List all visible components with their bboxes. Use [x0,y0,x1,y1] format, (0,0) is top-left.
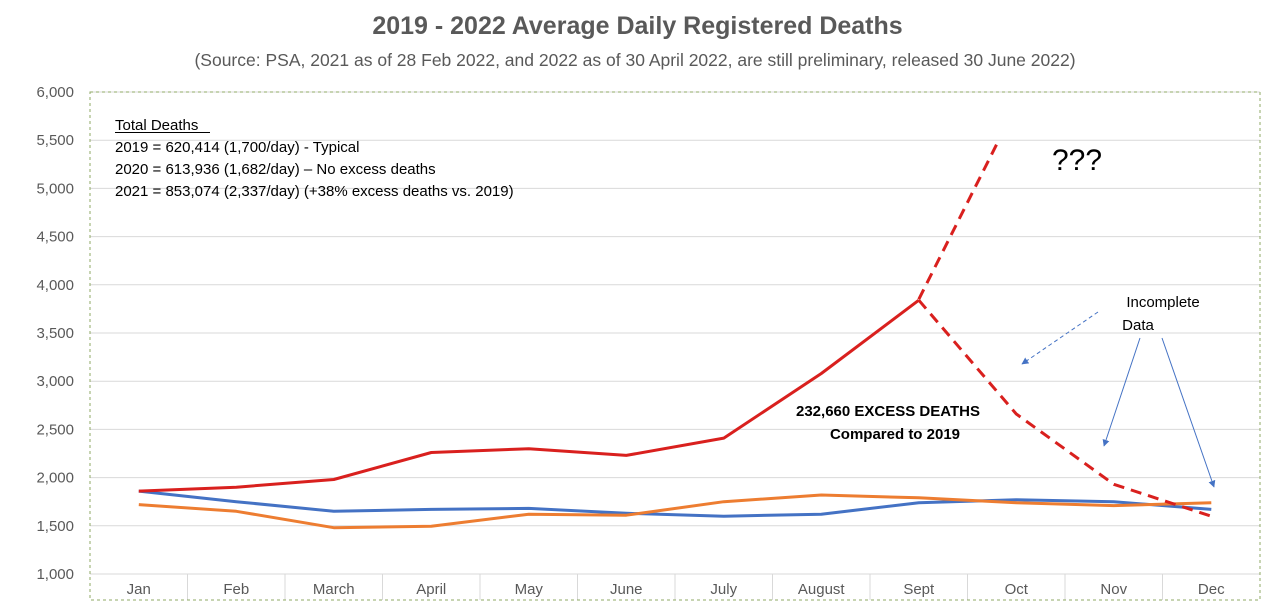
excess-deaths-sublabel: Compared to 2019 [830,426,960,443]
question-marks: ??? [1052,144,1102,177]
y-tick-label: 4,000 [36,277,74,294]
series-line-3 [138,299,920,493]
excess-deaths-label: 232,660 EXCESS DEATHS [796,403,980,420]
chart-title: 2019 - 2022 Average Daily Registered Dea… [372,12,903,40]
y-tick-label: 5,500 [36,132,74,149]
x-tick-label: Jan [127,581,151,598]
y-tick-label: 5,000 [36,180,74,197]
x-tick-label: August [798,581,846,598]
series-line-5 [917,143,999,300]
x-tick-label: Nov [1100,581,1127,598]
y-axis-ticks: 1,000 1,500 2,000 2,500 3,000 3,500 4,000 4,500… [36,84,74,583]
series-lines [138,143,1212,530]
incomplete-data-label: Incomplete [1126,294,1199,311]
chart-subtitle: (Source: PSA, 2021 as of 28 Feb 2022, an… [194,50,1076,70]
y-tick-label: 2,500 [36,421,74,438]
totals-line-2019: 2019 = 620,414 (1,700/day) - Typical [115,139,359,156]
y-tick-label: 3,500 [36,325,74,342]
plot-area-border [89,91,1261,601]
x-tick-label: Dec [1198,581,1225,598]
totals-line-2021: 2021 = 853,074 (2,337/day) (+38% excess … [115,183,514,200]
totals-heading: Total Deaths [115,117,198,134]
y-tick-label: 1,000 [36,566,74,583]
x-tick-label: July [710,581,737,598]
incomplete-arrow-nov [1102,337,1141,447]
series-line-4 [917,299,1212,518]
incomplete-data-sublabel: Data [1122,317,1154,334]
x-tick-label: June [610,581,643,598]
gridlines [89,91,1261,601]
x-tick-label: April [416,581,446,598]
y-tick-label: 6,000 [36,84,74,101]
y-tick-label: 1,500 [36,518,74,535]
x-tick-label: May [515,581,544,598]
annotations: Total Deaths 2019 = 620,414 (1,700/day) … [115,117,1200,443]
series-line-1 [138,489,1212,518]
x-axis-ticks: Jan Feb March April May June July August Sept Oct… [127,581,1225,598]
x-tick-label: Sept [903,581,935,598]
x-tick-label: March [313,581,355,598]
totals-line-2020: 2020 = 613,936 (1,682/day) – No excess d… [115,161,436,178]
y-tick-label: 3,000 [36,373,74,390]
y-tick-label: 2,000 [36,470,74,487]
annotation-arrows [1021,311,1216,488]
series-line-2 [138,493,1212,530]
incomplete-arrow-dec [1161,337,1216,488]
x-tick-label: Feb [223,581,249,598]
incomplete-arrow-dashed [1021,311,1099,365]
y-tick-label: 4,500 [36,229,74,246]
x-tick-label: Oct [1005,581,1029,598]
